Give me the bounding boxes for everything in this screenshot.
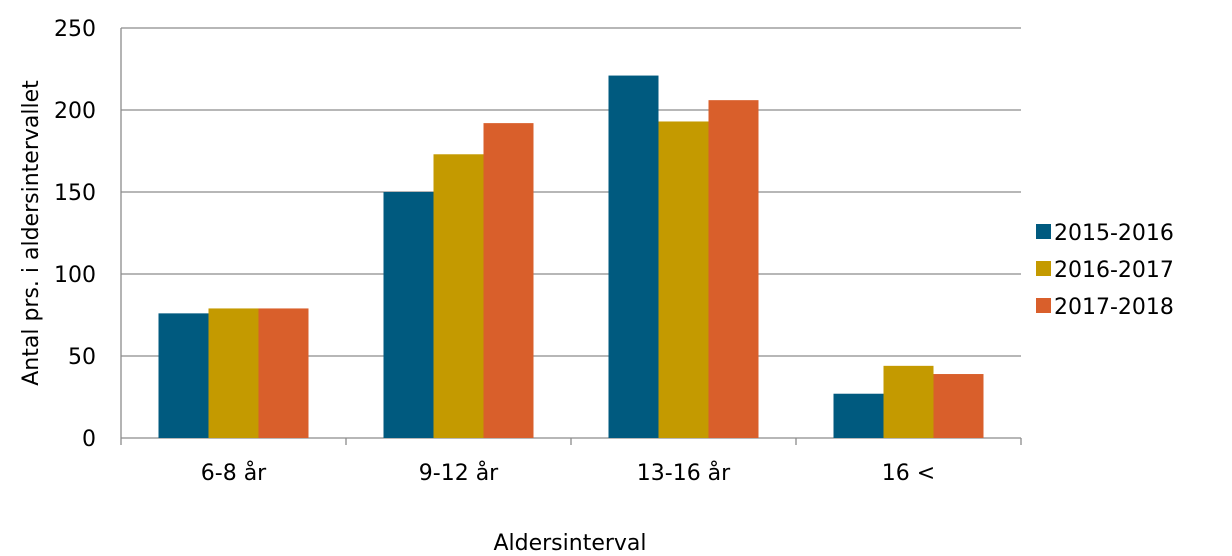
bar-2015-2016-6-8 år	[158, 313, 209, 438]
y-tick-label: 250	[54, 17, 96, 42]
bar-2015-2016-16 <	[833, 393, 884, 438]
bar-2017-2018-6-8 år	[258, 308, 309, 438]
x-tick-labels: 6-8 år 9-12 år 13-16 år 16 <	[201, 460, 935, 486]
y-tick-label: 0	[82, 427, 96, 452]
bar-2017-2018-9-12 år	[483, 123, 534, 439]
legend: 2015-2016 2016-2017 2017-2018	[1036, 221, 1174, 320]
legend-label: 2015-2016	[1054, 221, 1174, 246]
y-tick-label: 150	[54, 181, 96, 206]
x-axis-title: Aldersinterval	[493, 531, 646, 556]
legend-swatch	[1036, 224, 1051, 239]
x-tick-label: 6-8 år	[201, 460, 267, 486]
y-tick-label: 100	[54, 263, 96, 288]
legend-label: 2017-2018	[1054, 295, 1174, 320]
legend-label: 2016-2017	[1054, 258, 1174, 283]
bar-2016-2017-13-16 år	[658, 121, 709, 438]
bar-2016-2017-9-12 år	[433, 154, 484, 438]
bars	[158, 75, 984, 439]
bar-2015-2016-9-12 år	[383, 192, 434, 438]
bar-2016-2017-6-8 år	[208, 308, 259, 438]
x-tick-label: 13-16 år	[637, 460, 731, 486]
x-tick-label: 16 <	[882, 461, 935, 486]
bar-2015-2016-13-16 år	[608, 75, 659, 438]
y-axis-title: Antal prs. i aldersintervallet	[19, 80, 44, 386]
y-tick-label: 50	[68, 345, 96, 370]
y-tick-labels: 0 50 100 150 200 250	[54, 17, 96, 452]
bar-2017-2018-16 <	[933, 374, 984, 438]
legend-swatch	[1036, 261, 1051, 276]
bar-2017-2018-13-16 år	[708, 100, 759, 438]
bar-2016-2017-16 <	[883, 365, 934, 438]
legend-swatch	[1036, 298, 1051, 313]
x-tick-label: 9-12 år	[419, 460, 499, 486]
y-tick-label: 200	[54, 99, 96, 124]
